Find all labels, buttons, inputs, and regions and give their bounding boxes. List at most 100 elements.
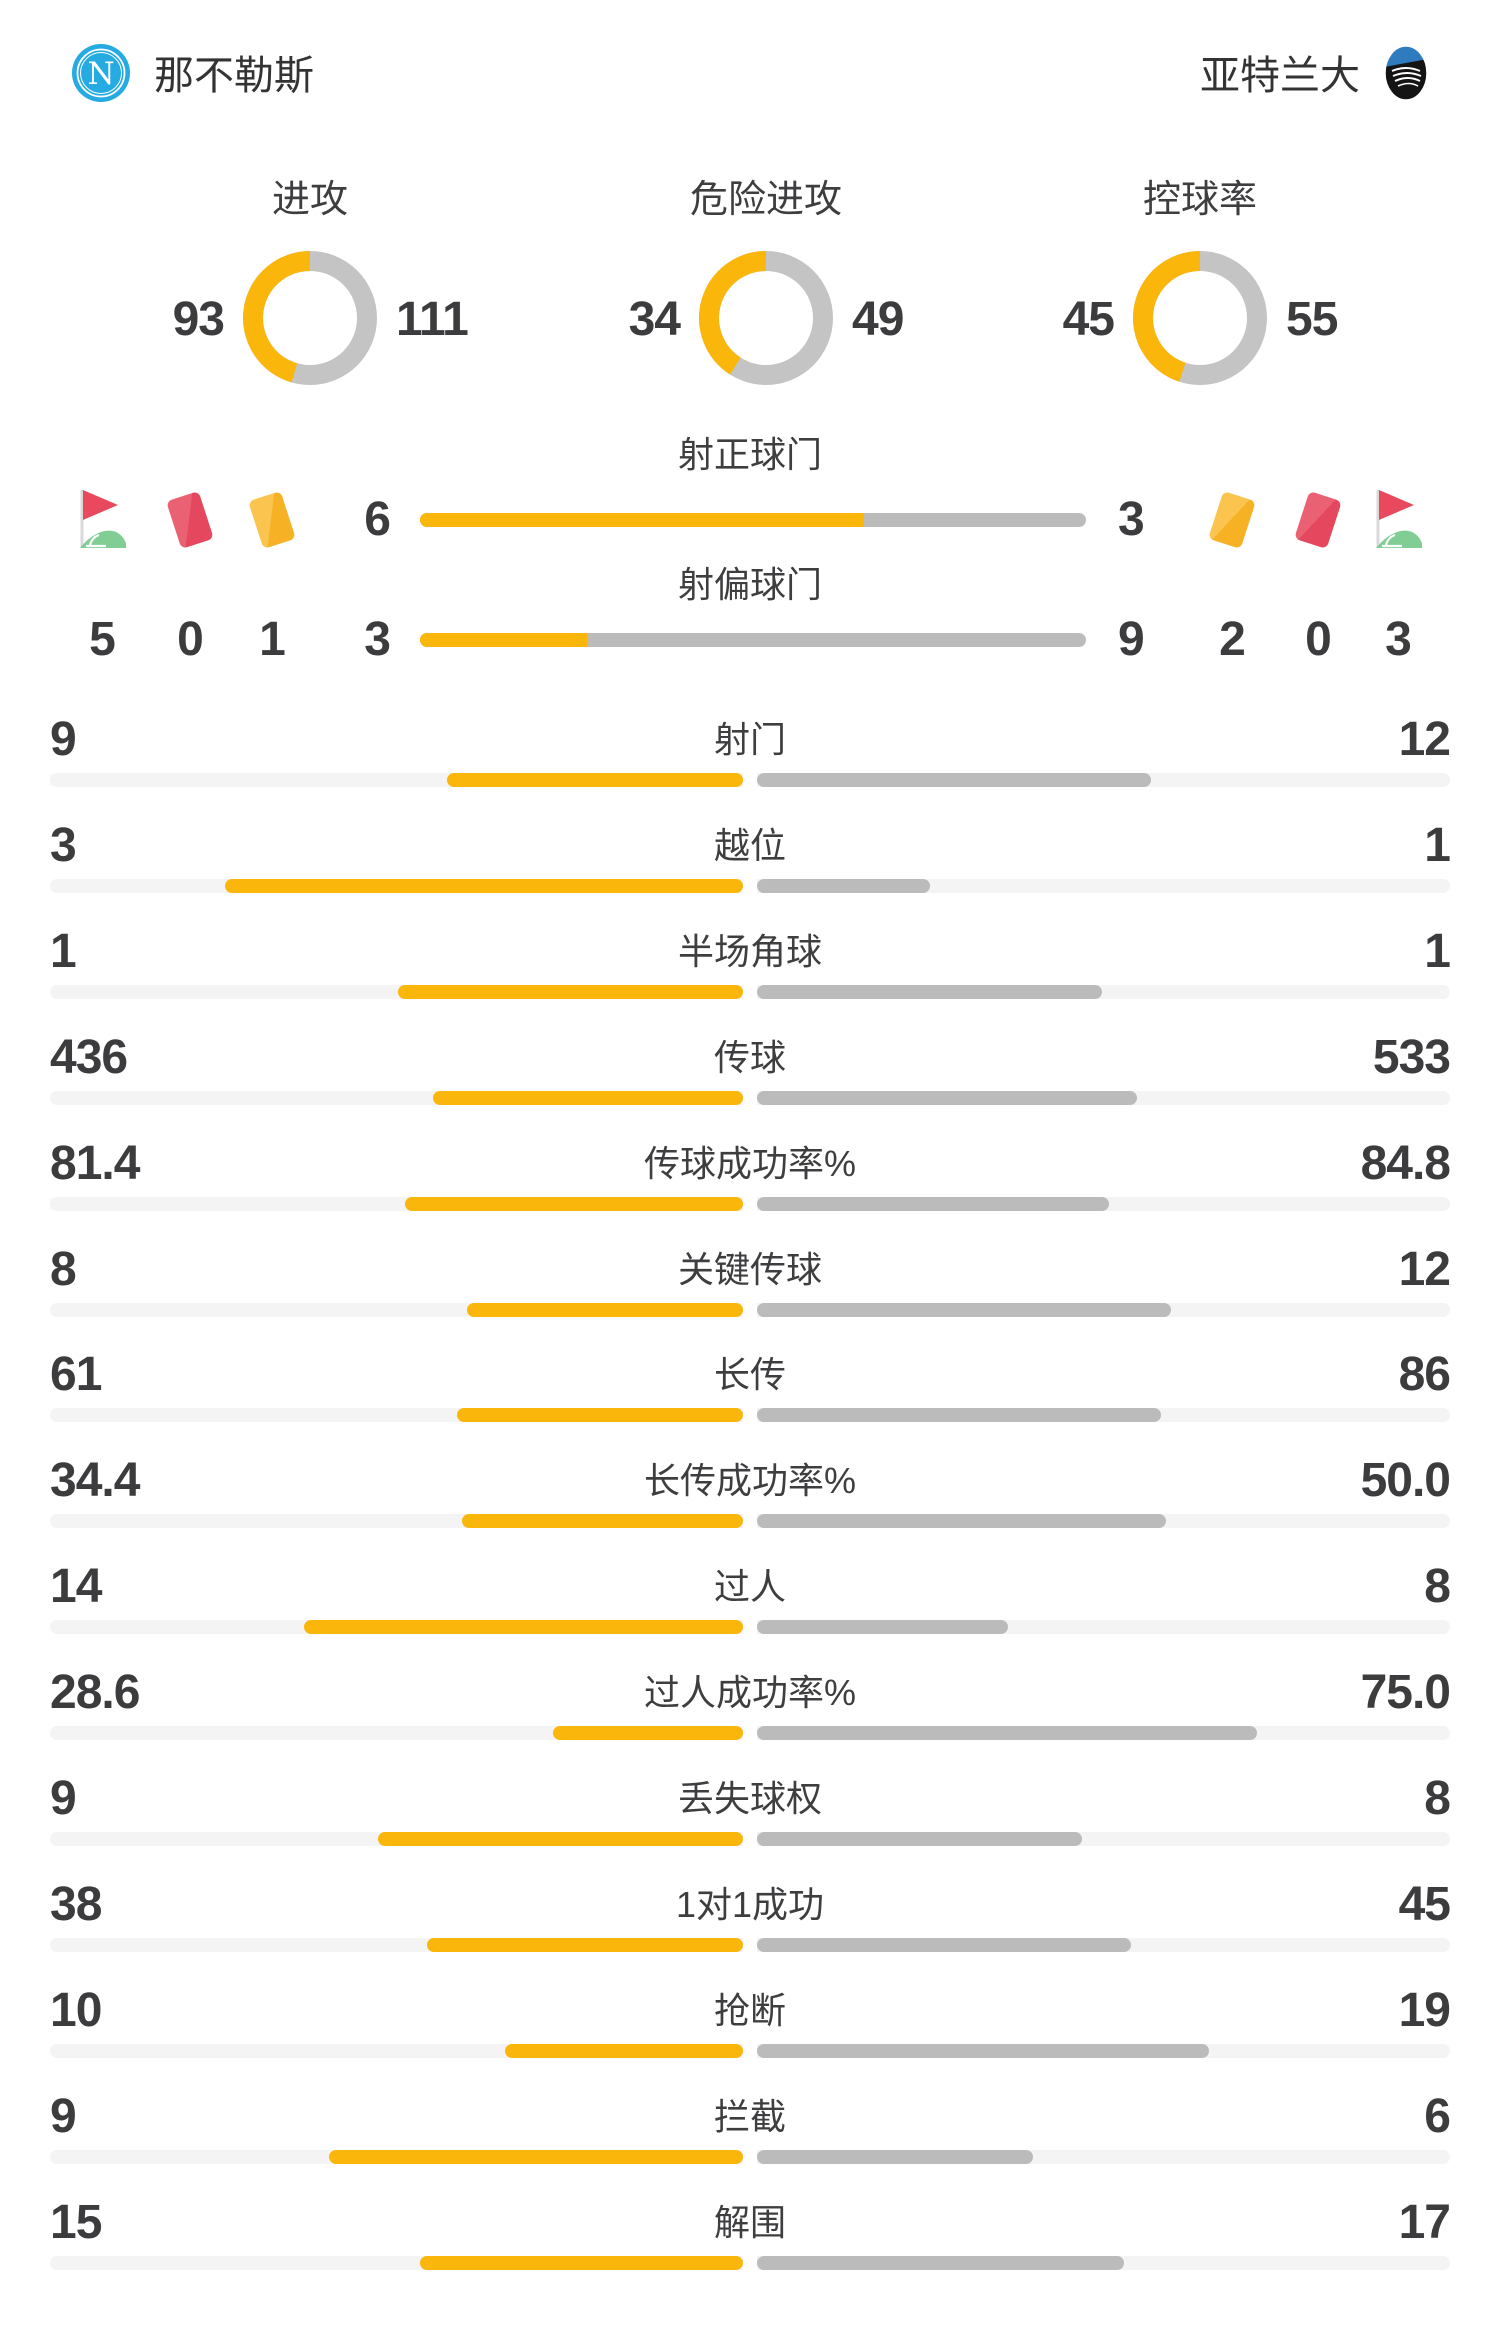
stat-bar-away — [757, 2149, 1033, 2164]
donut-home-value: 93 — [172, 293, 225, 346]
away-team-name: 亚特兰大 — [1200, 53, 1360, 98]
donut-chart: 34 49 — [516, 250, 1016, 390]
stat-away-value: 75.0 — [1360, 1666, 1451, 1720]
stat-bar-home — [304, 1620, 743, 1635]
donut-away-value: 111 — [396, 293, 469, 346]
stat-bar-away — [757, 1937, 1131, 1952]
donut-away-value: 55 — [1286, 293, 1338, 346]
stat-bar-home — [467, 1302, 743, 1317]
stat-bar-center-gap — [743, 773, 757, 787]
shot-away-value: 9 — [1118, 613, 1145, 666]
stat-bar-center-gap — [743, 2149, 757, 2164]
donut-chart: 45 55 — [950, 250, 1450, 390]
stat-away-value: 8 — [1424, 1560, 1451, 1614]
stat-bar-home — [462, 1514, 743, 1529]
stat-away-value: 533 — [1372, 1030, 1451, 1084]
stat-bar-center-gap — [743, 1514, 757, 1529]
corner-flag-icon — [68, 486, 132, 554]
stat-home-value: 15 — [50, 2195, 102, 2249]
donut-chart: 93 111 — [60, 250, 560, 390]
stat-bar-home — [427, 1937, 743, 1952]
stat-bar-center-gap — [743, 1302, 757, 1317]
home-red-cards-count: 0 — [177, 613, 204, 666]
home-team-logo: N — [72, 44, 130, 107]
away-red-cards-count: 0 — [1305, 613, 1332, 666]
stat-bar-away — [757, 1302, 1171, 1317]
stat-label: 拦截 — [713, 2095, 786, 2137]
stat-label: 1对1成功 — [675, 1883, 825, 1925]
stat-home-value: 9 — [50, 2089, 77, 2143]
stat-away-value: 86 — [1398, 1348, 1451, 1402]
stat-home-value: 10 — [50, 1983, 102, 2037]
stat-away-value: 45 — [1398, 1877, 1451, 1931]
home-team-name: 那不勒斯 — [154, 53, 314, 98]
match-header: N 那不勒斯 亚特兰大 — [72, 44, 1428, 107]
stat-bar-home — [433, 1090, 743, 1105]
shot-home-value: 6 — [364, 493, 391, 546]
stat-away-value: 17 — [1398, 2195, 1451, 2249]
stat-bar-home — [398, 984, 743, 999]
stat-bar-home — [329, 2149, 743, 2164]
donut-ring — [696, 248, 836, 393]
stat-bar-away — [757, 1514, 1166, 1529]
shot-bar — [420, 513, 1086, 527]
stat-away-value: 12 — [1398, 1242, 1451, 1296]
stat-away-value: 12 — [1398, 713, 1451, 766]
stat-bar-home — [553, 1726, 743, 1741]
stat-bar-away — [757, 984, 1102, 999]
stat-bar-away — [757, 2255, 1124, 2270]
home-yellow-cards-count: 1 — [259, 613, 286, 666]
stat-label: 长传成功率% — [643, 1460, 856, 1502]
stat-home-value: 28.6 — [50, 1666, 140, 1720]
stat-label: 传球成功率% — [643, 1142, 856, 1184]
stat-label: 长传 — [713, 1354, 786, 1396]
stat-home-value: 436 — [50, 1030, 128, 1084]
svg-text:N: N — [87, 56, 114, 92]
shot-bar-home-fill — [420, 633, 587, 647]
stat-bar-home — [420, 2255, 743, 2270]
home-corners-count: 5 — [89, 613, 116, 666]
stat-away-value: 50.0 — [1360, 1454, 1451, 1508]
shot-home-value: 3 — [364, 613, 391, 666]
stat-home-value: 1 — [50, 924, 77, 978]
stat-away-value: 19 — [1398, 1983, 1451, 2037]
stat-home-value: 3 — [50, 818, 77, 872]
stat-bar-home — [405, 1196, 743, 1211]
stat-away-value: 1 — [1424, 818, 1451, 872]
stat-bar-center-gap — [743, 1726, 757, 1741]
shot-bar-label: 射正球门 — [677, 434, 822, 475]
stat-bar-away — [757, 1620, 1008, 1635]
stat-home-value: 34.4 — [50, 1454, 140, 1508]
stat-bar-center-gap — [743, 2043, 757, 2058]
donut-ring — [1130, 248, 1270, 393]
stat-away-value: 1 — [1424, 924, 1451, 978]
stat-home-value: 8 — [50, 1242, 77, 1296]
stat-bar-center-gap — [743, 878, 757, 893]
stat-label: 射门 — [713, 719, 786, 760]
stat-label: 越位 — [713, 824, 786, 866]
stat-home-value: 61 — [50, 1348, 102, 1402]
stat-away-value: 6 — [1424, 2089, 1451, 2143]
stat-label: 半场角球 — [677, 930, 822, 972]
stat-bar-away — [757, 2043, 1209, 2058]
stat-bar-away — [757, 1408, 1161, 1423]
donut-away-value: 49 — [852, 293, 904, 346]
stat-home-value: 81.4 — [50, 1136, 140, 1190]
stat-bar-center-gap — [743, 1090, 757, 1105]
stat-home-value: 14 — [50, 1560, 102, 1614]
shot-bar-label: 射偏球门 — [677, 564, 822, 605]
shot-bar-home-fill — [420, 513, 865, 527]
stat-label: 过人 — [713, 1566, 786, 1608]
stat-bar-away — [757, 1196, 1109, 1211]
stat-bar-away — [757, 878, 930, 893]
stat-home-value: 9 — [50, 713, 77, 766]
donut-home-value: 34 — [628, 293, 681, 346]
shot-bar — [420, 633, 1086, 647]
donut-title: 进攻 — [271, 179, 348, 221]
donut-home-value: 45 — [1062, 293, 1115, 346]
stat-label: 关键传球 — [677, 1248, 822, 1290]
stat-bar-away — [757, 1090, 1137, 1105]
stat-label: 传球 — [713, 1036, 786, 1078]
stat-bar-home — [447, 773, 743, 787]
